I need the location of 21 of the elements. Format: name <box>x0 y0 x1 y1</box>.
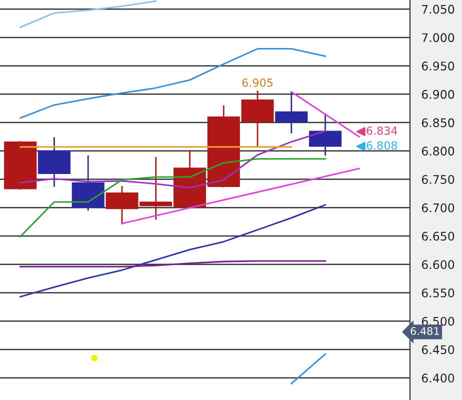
text: 6.481 <box>410 327 439 335</box>
line-series <box>20 0 157 28</box>
annotation: 6.808 <box>366 141 397 150</box>
y-tick-label: 6.900 <box>422 90 454 99</box>
y-tick-label: 6.650 <box>422 232 454 241</box>
y-tick-label: 6.950 <box>422 62 454 70</box>
annotation: 6.834 <box>366 126 398 135</box>
y-tick-label: 6.600 <box>422 260 454 270</box>
y-tick-label: 6.550 <box>422 288 454 298</box>
y-tick-label: 6.750 <box>422 175 454 184</box>
annotation: 6.905 <box>242 78 272 87</box>
y-tick-label: 7.000 <box>422 33 454 42</box>
y-tick-label: 6.800 <box>422 146 454 156</box>
line-series <box>20 204 326 298</box>
y-tick-label: 6.400 <box>422 374 454 383</box>
y-tick-label: 6.700 <box>422 203 454 212</box>
line-series <box>20 48 326 119</box>
line-series <box>20 158 326 238</box>
y-tick-label: 6.850 <box>422 118 454 128</box>
y-tick-label: 7.050 <box>422 4 454 14</box>
y-tick-label: 6.450 <box>422 345 454 354</box>
